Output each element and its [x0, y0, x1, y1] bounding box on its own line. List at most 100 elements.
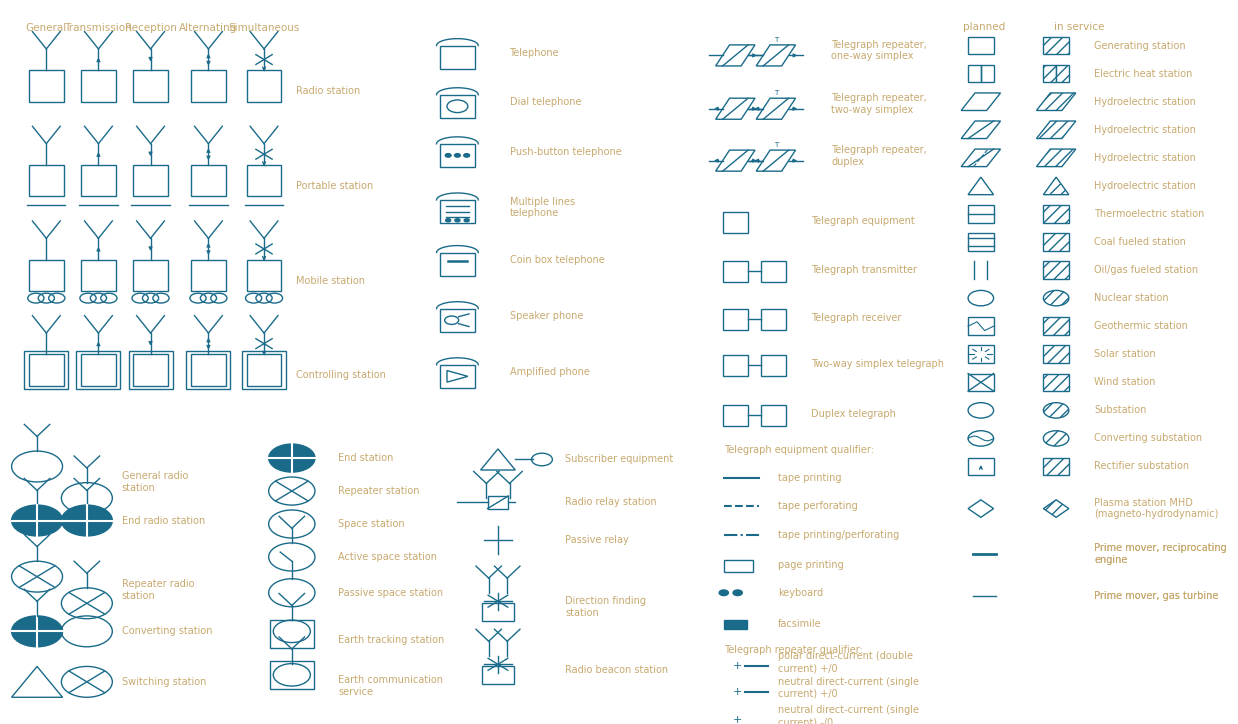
Text: Hydroelectric station: Hydroelectric station	[1094, 125, 1196, 135]
Text: Radio station: Radio station	[296, 86, 360, 96]
Text: General radio
station: General radio station	[121, 471, 188, 493]
Polygon shape	[1036, 93, 1076, 111]
Bar	[1044, 345, 1068, 363]
Text: Space station: Space station	[338, 519, 405, 529]
Bar	[980, 65, 994, 83]
Text: Coal fueled station: Coal fueled station	[1094, 237, 1186, 247]
Text: Telegraph equipment qualifier:: Telegraph equipment qualifier:	[724, 445, 874, 455]
Text: End radio station: End radio station	[121, 515, 204, 526]
Bar	[724, 560, 753, 572]
Text: End station: End station	[338, 453, 394, 463]
Bar	[28, 354, 63, 386]
Text: Telegraph repeater,
two-way simplex: Telegraph repeater, two-way simplex	[832, 93, 927, 114]
Text: Wind station: Wind station	[1094, 377, 1156, 387]
Circle shape	[1044, 403, 1068, 418]
Bar	[134, 354, 168, 386]
Bar	[270, 620, 313, 648]
Text: Controlling station: Controlling station	[296, 370, 386, 380]
Text: planned: planned	[963, 22, 1005, 32]
Text: +: +	[733, 687, 743, 697]
Text: tape perforating: tape perforating	[779, 502, 858, 511]
Text: T: T	[774, 37, 777, 43]
Bar	[28, 259, 63, 291]
Bar	[270, 661, 313, 689]
Text: Prime mover, gas turbine: Prime mover, gas turbine	[1094, 592, 1218, 601]
Bar	[761, 355, 786, 376]
Text: Duplex telegraph: Duplex telegraph	[811, 409, 895, 419]
Text: Generating station: Generating station	[1094, 41, 1186, 51]
Bar	[25, 351, 68, 389]
Bar	[1044, 37, 1068, 54]
Bar	[1044, 205, 1068, 223]
Bar	[968, 317, 994, 335]
Text: Hydroelectric station: Hydroelectric station	[1094, 97, 1196, 106]
Text: Repeater radio
station: Repeater radio station	[121, 579, 194, 601]
Circle shape	[1044, 431, 1068, 446]
Bar	[241, 351, 286, 389]
Bar	[80, 354, 116, 386]
Bar	[246, 70, 281, 101]
Text: Telegraph repeater qualifier:: Telegraph repeater qualifier:	[724, 645, 863, 655]
Bar	[439, 46, 475, 69]
Text: tape printing: tape printing	[779, 473, 842, 484]
Bar	[723, 261, 748, 282]
Text: Converting station: Converting station	[121, 626, 212, 636]
Text: Switching station: Switching station	[121, 677, 206, 687]
Text: Passive relay: Passive relay	[565, 535, 629, 545]
Text: Mobile station: Mobile station	[296, 276, 365, 285]
Text: Earth tracking station: Earth tracking station	[338, 635, 444, 645]
Bar	[1044, 261, 1068, 279]
Bar	[723, 355, 748, 376]
Text: neutral direct-current (single
current) +/0: neutral direct-current (single current) …	[779, 678, 919, 699]
Circle shape	[11, 616, 63, 647]
Bar	[482, 666, 514, 684]
Text: Converting substation: Converting substation	[1094, 434, 1202, 443]
Text: Speaker phone: Speaker phone	[510, 311, 583, 321]
Circle shape	[464, 153, 469, 157]
Circle shape	[733, 590, 743, 596]
Text: Solar station: Solar station	[1094, 349, 1156, 359]
Bar	[968, 458, 994, 475]
Bar	[246, 165, 281, 196]
Bar	[968, 37, 994, 54]
Text: Prime mover, reciprocating
engine: Prime mover, reciprocating engine	[1094, 544, 1227, 565]
Text: Earth communication
service: Earth communication service	[338, 675, 443, 697]
Bar	[191, 165, 225, 196]
Bar	[488, 496, 509, 508]
Polygon shape	[1044, 177, 1068, 195]
Bar	[968, 233, 994, 251]
Text: Substation: Substation	[1094, 405, 1146, 416]
Bar	[134, 259, 168, 291]
Bar	[191, 70, 225, 101]
Bar	[1044, 374, 1068, 391]
Bar	[28, 165, 63, 196]
Polygon shape	[1036, 149, 1076, 167]
Bar	[439, 253, 475, 276]
Bar	[723, 212, 748, 233]
Bar	[439, 308, 475, 332]
Text: tape printing/perforating: tape printing/perforating	[779, 529, 900, 539]
Circle shape	[1044, 290, 1068, 306]
Text: Thermoelectric station: Thermoelectric station	[1094, 209, 1205, 219]
Bar	[723, 405, 748, 426]
Text: Telegraph repeater,
duplex: Telegraph repeater, duplex	[832, 145, 927, 167]
Circle shape	[454, 219, 461, 222]
Bar	[80, 70, 116, 101]
Bar	[1044, 65, 1056, 83]
Bar	[723, 308, 748, 329]
Text: Prime mover, gas turbine: Prime mover, gas turbine	[1094, 592, 1218, 601]
Circle shape	[11, 505, 63, 536]
Circle shape	[446, 219, 451, 222]
Text: polar direct-current (double
current) +/0: polar direct-current (double current) +/…	[779, 652, 914, 673]
Bar	[28, 70, 63, 101]
Bar	[77, 351, 120, 389]
Text: +: +	[733, 715, 743, 724]
Polygon shape	[1044, 500, 1068, 518]
Text: General: General	[26, 23, 67, 33]
Text: Telegraph equipment: Telegraph equipment	[811, 216, 915, 226]
Bar	[134, 165, 168, 196]
Text: Repeater station: Repeater station	[338, 486, 420, 496]
Text: Coin box telephone: Coin box telephone	[510, 256, 604, 265]
Text: Direction finding
station: Direction finding station	[565, 596, 646, 618]
Text: Telegraph receiver: Telegraph receiver	[811, 313, 901, 323]
